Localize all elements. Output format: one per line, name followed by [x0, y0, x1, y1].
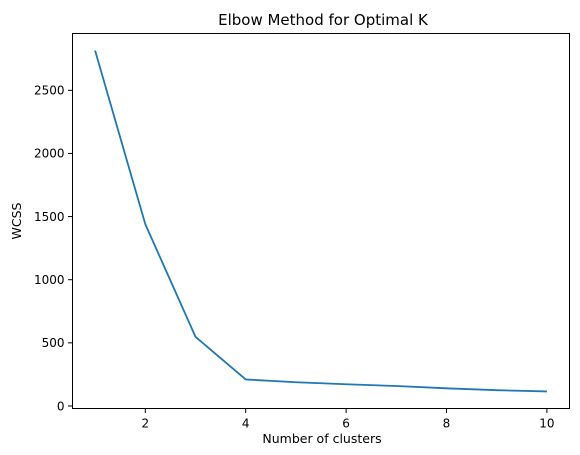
x-axis-label: Number of clusters — [262, 431, 381, 446]
plot-area — [72, 33, 570, 409]
y-tick-label: 1500 — [34, 210, 65, 224]
y-tick-label: 2000 — [34, 147, 65, 161]
y-tick-label: 0 — [57, 399, 65, 413]
chart-title: Elbow Method for Optimal K — [218, 11, 429, 29]
y-axis-label: WCSS — [9, 202, 24, 239]
x-tick-label: 6 — [342, 417, 350, 431]
y-tick-label: 2500 — [34, 84, 65, 98]
x-tick-label: 4 — [242, 417, 250, 431]
x-tick-label: 8 — [443, 417, 451, 431]
x-axis: 2 4 6 8 10 — [141, 408, 555, 431]
series-group — [94, 50, 547, 393]
y-axis: 0 500 1000 1500 2000 2500 — [34, 84, 73, 413]
series-line — [94, 50, 547, 393]
y-tick-label: 1000 — [34, 273, 65, 287]
x-tick-label: 2 — [141, 417, 149, 431]
x-tick-label: 10 — [539, 417, 554, 431]
y-tick-label: 500 — [42, 336, 65, 350]
